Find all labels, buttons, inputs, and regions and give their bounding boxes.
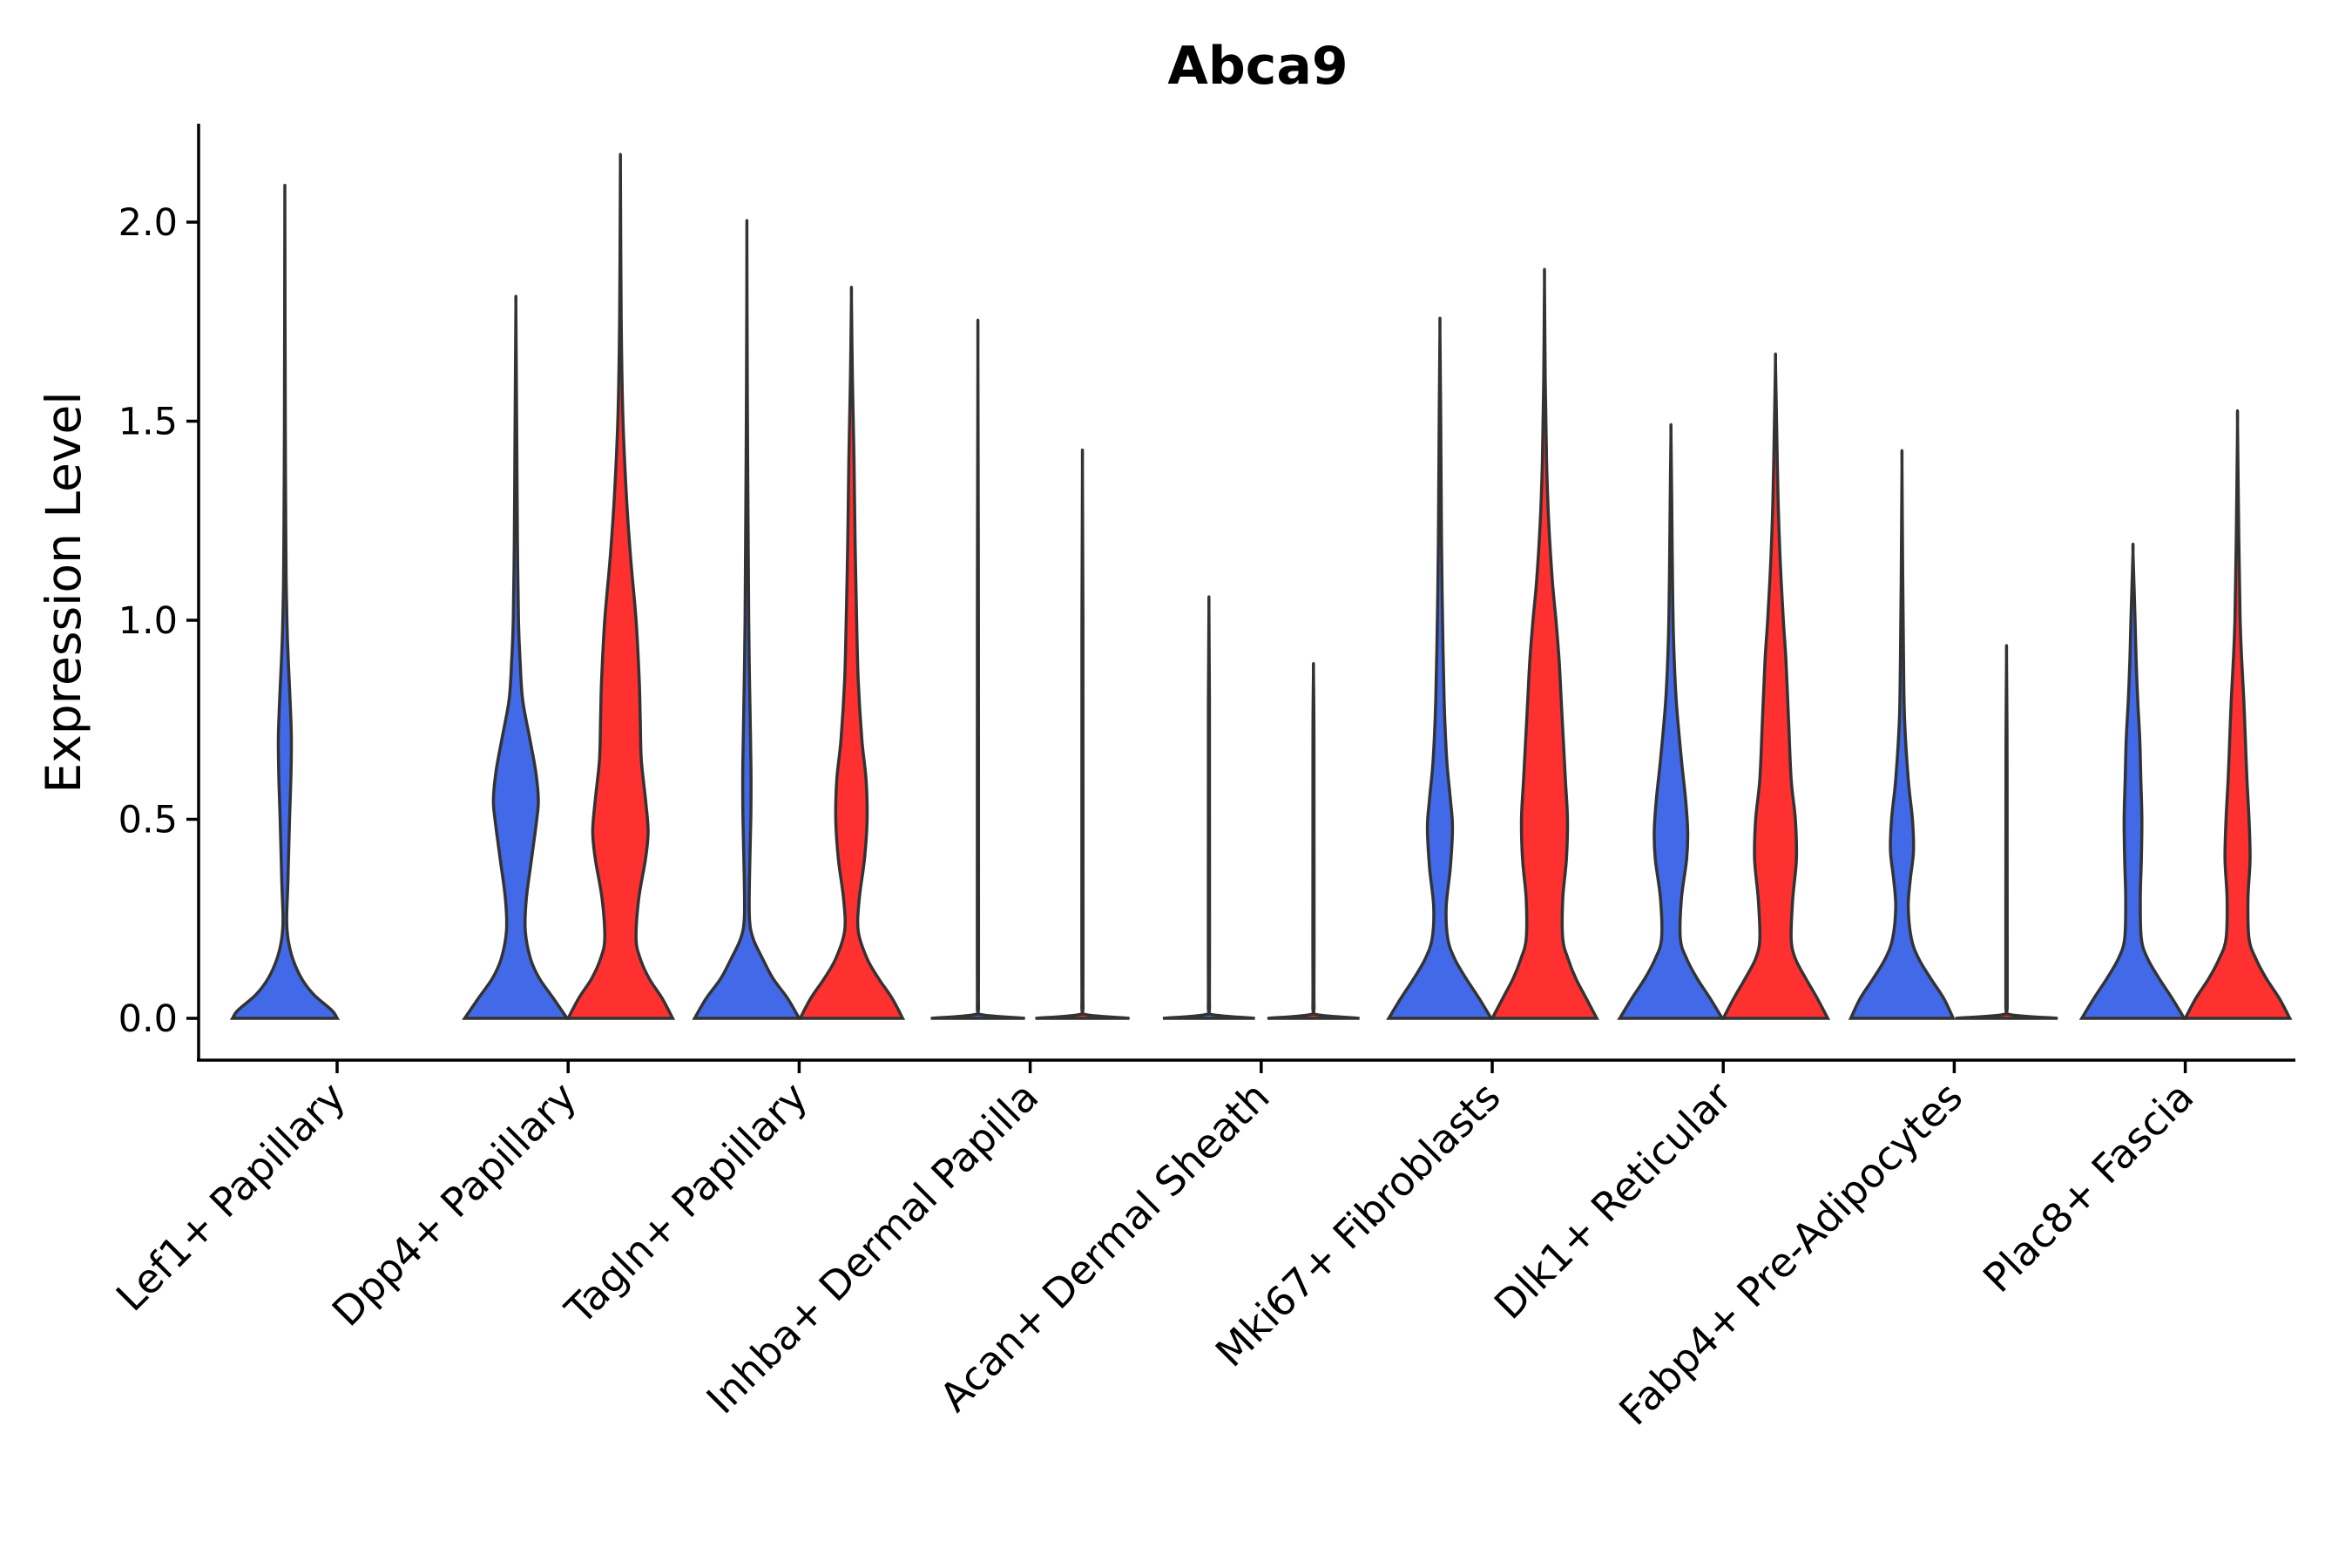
- violin-dpp4-papillary-red: [565, 152, 676, 1020]
- x-tick-label: Plac8+ Fascia: [1974, 1073, 2202, 1301]
- violin-mki67-fibroblasts-red: [1490, 267, 1599, 1020]
- violin-fabp4-pre-adipocytes-red: [1955, 644, 2058, 1020]
- violin-mki67-fibroblasts-blue: [1386, 316, 1494, 1020]
- x-tick-label: Lef1+ Papillary: [107, 1073, 355, 1321]
- y-axis: 0.0 0.5 1.0 1.5 2.0: [118, 201, 199, 1041]
- violin-dlk1-reticular-blue: [1617, 422, 1726, 1020]
- violin-dpp4-papillary-blue: [462, 294, 571, 1020]
- violin-layer: [229, 152, 2293, 1020]
- x-tick-label: Tagln+ Papillary: [556, 1073, 817, 1335]
- violin-acan-dermal-sheath-blue: [1162, 595, 1255, 1020]
- violin-acan-dermal-sheath-red: [1267, 661, 1360, 1020]
- violin-fabp4-pre-adipocytes-blue: [1848, 449, 1956, 1020]
- y-axis-label: Expression Level: [36, 391, 91, 793]
- x-tick-label: Dlk1+ Reticular: [1485, 1073, 1740, 1328]
- violin-lef1-papillary-blue: [229, 184, 341, 1020]
- x-tick-label: Dpp4+ Papillary: [323, 1073, 585, 1335]
- y-tick-label: 2.0: [118, 201, 178, 245]
- chart-title: Abca9: [1167, 36, 1348, 97]
- y-tick-label: 0.5: [118, 799, 178, 842]
- y-tick-label: 1.0: [118, 599, 178, 643]
- violin-tagln-papillary-red: [797, 286, 906, 1020]
- violin-plac8-fascia-blue: [2078, 542, 2187, 1020]
- violin-plac8-fascia-red: [2182, 409, 2293, 1020]
- violin-tagln-papillary-blue: [692, 219, 802, 1020]
- y-tick-label: 0.0: [118, 997, 178, 1041]
- violin-inhba-dermal-papilla-blue: [930, 319, 1025, 1020]
- violin-inhba-dermal-papilla-red: [1035, 448, 1130, 1020]
- violin-dlk1-reticular-red: [1720, 352, 1831, 1020]
- y-tick-label: 1.5: [118, 401, 178, 444]
